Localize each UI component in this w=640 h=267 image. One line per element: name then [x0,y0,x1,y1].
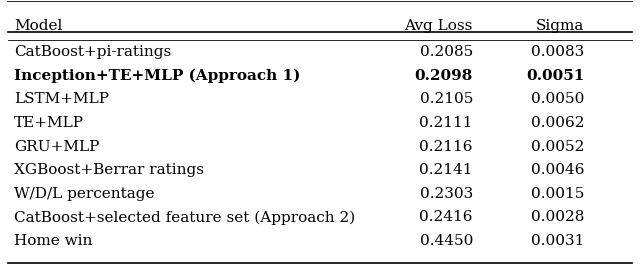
Text: 0.0062: 0.0062 [531,116,584,130]
Text: 0.0046: 0.0046 [531,163,584,177]
Text: TE+MLP: TE+MLP [14,116,84,130]
Text: 0.2116: 0.2116 [419,140,473,154]
Text: Inception+TE+MLP (Approach 1): Inception+TE+MLP (Approach 1) [14,69,301,83]
Text: CatBoost+pi-ratings: CatBoost+pi-ratings [14,45,172,59]
Text: 0.2303: 0.2303 [420,187,473,201]
Text: 0.2105: 0.2105 [420,92,473,106]
Text: W/D/L percentage: W/D/L percentage [14,187,155,201]
Text: LSTM+MLP: LSTM+MLP [14,92,109,106]
Text: 0.0015: 0.0015 [531,187,584,201]
Text: Model: Model [14,19,63,33]
Text: 0.0083: 0.0083 [531,45,584,59]
Text: 0.0051: 0.0051 [526,69,584,83]
Text: 0.0050: 0.0050 [531,92,584,106]
Text: XGBoost+Berrar ratings: XGBoost+Berrar ratings [14,163,204,177]
Text: CatBoost+selected feature set (Approach 2): CatBoost+selected feature set (Approach … [14,210,355,225]
Text: 0.2416: 0.2416 [419,210,473,225]
Text: 0.0028: 0.0028 [531,210,584,225]
Text: 0.4450: 0.4450 [420,234,473,248]
Text: GRU+MLP: GRU+MLP [14,140,99,154]
Text: 0.0052: 0.0052 [531,140,584,154]
Text: 0.2098: 0.2098 [415,69,473,83]
Text: Avg Loss: Avg Loss [404,19,473,33]
Text: 0.2111: 0.2111 [419,116,473,130]
Text: 0.0031: 0.0031 [531,234,584,248]
Text: 0.2141: 0.2141 [419,163,473,177]
Text: Home win: Home win [14,234,93,248]
Text: Sigma: Sigma [536,19,584,33]
Text: 0.2085: 0.2085 [420,45,473,59]
